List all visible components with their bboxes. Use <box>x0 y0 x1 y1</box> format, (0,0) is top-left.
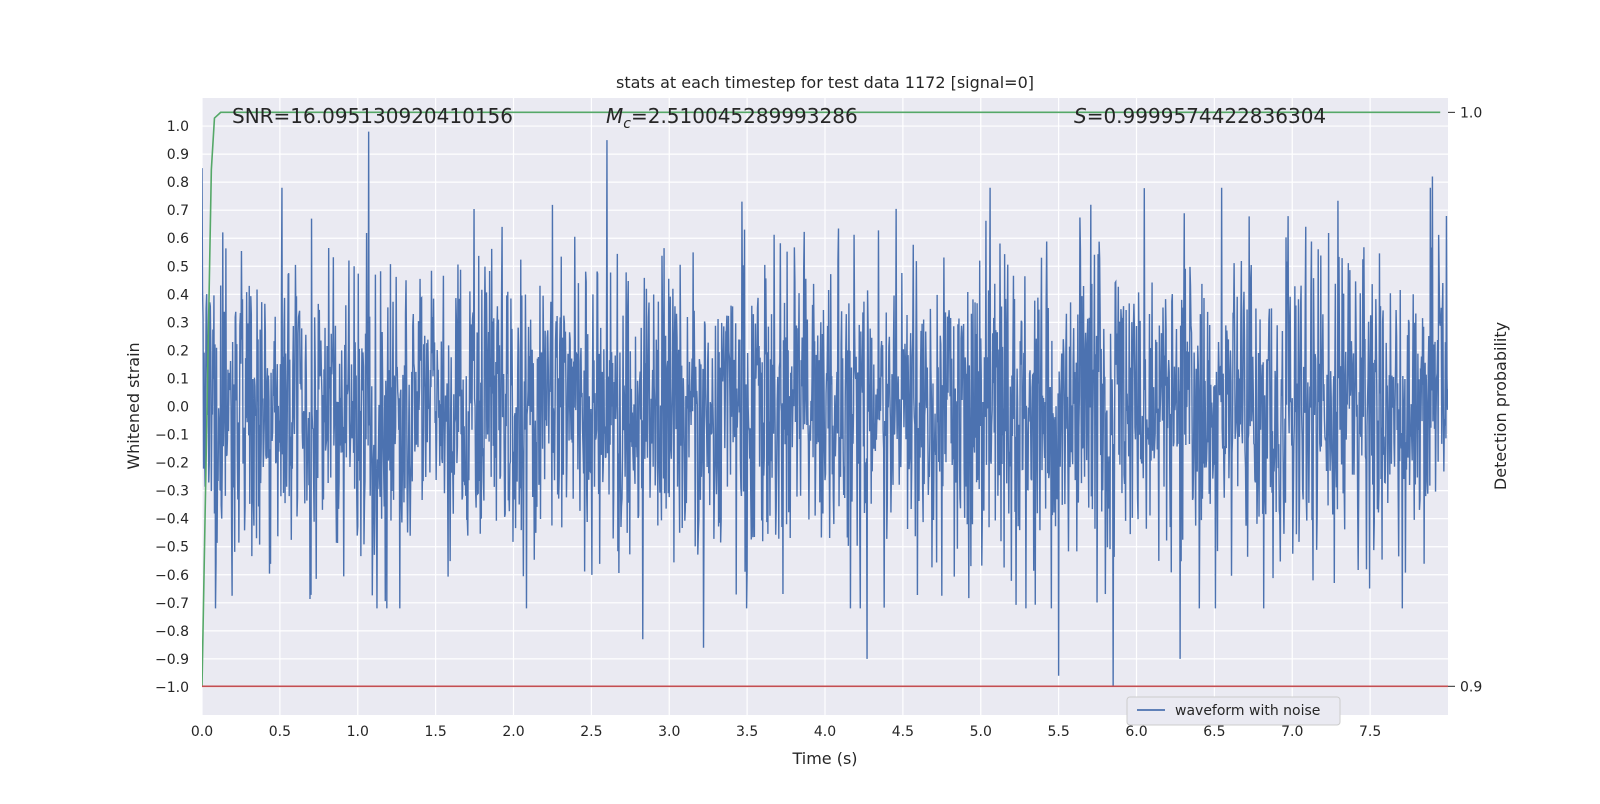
y-tick-label: −0.9 <box>155 652 189 668</box>
series-waveform-with-noise <box>202 131 1448 687</box>
legend-label-waveform: waveform with noise <box>1175 703 1320 719</box>
y-tick-label: −1.0 <box>155 680 189 696</box>
y-axis-label: Whitened strain <box>124 342 143 469</box>
chart-title: stats at each timestep for test data 117… <box>616 73 1034 92</box>
y-tick-label: 0.2 <box>167 343 189 359</box>
chirp-mass-value: =2.510045289993286 <box>631 104 858 128</box>
x-ticks: 0.0 0.5 1.0 1.5 2.0 2.5 3.0 3.5 4.0 4.5 5.0 5.5 6.0 6… <box>191 724 1381 740</box>
y-tick-label: 0.1 <box>167 371 189 387</box>
x-tick-label: 1.5 <box>424 724 446 740</box>
x-tick-label: 6.5 <box>1203 724 1225 740</box>
x-tick-label: 2.0 <box>502 724 524 740</box>
y-tick-label: 0.9 <box>167 147 189 163</box>
x-tick-label: 7.5 <box>1359 724 1381 740</box>
x-tick-label: 3.0 <box>658 724 680 740</box>
series-layer <box>202 111 1448 688</box>
y-tick-label: −0.6 <box>155 568 189 584</box>
x-tick-label: 4.0 <box>814 724 836 740</box>
y-tick-label: 0.7 <box>167 203 189 219</box>
series-detection-probability <box>202 111 1441 687</box>
y-tick-label: −0.2 <box>155 456 189 472</box>
y-tick-label: 0.0 <box>167 400 189 416</box>
snr-annotation: SNR=16.095130920410156 <box>232 104 513 128</box>
y-tick-label: 0.4 <box>167 287 189 303</box>
x-axis-label: Time (s) <box>791 749 857 768</box>
y-tick-label: 0.5 <box>167 259 189 275</box>
x-tick-label: 5.5 <box>1047 724 1069 740</box>
x-tick-label: 6.0 <box>1125 724 1147 740</box>
score-annotation: S=0.9999574422836304 <box>1074 104 1326 128</box>
y-ticks: 1.0 0.9 0.8 0.7 0.6 0.5 0.4 0.3 0.2 0.1 0.0 −0.1 −0.… <box>155 119 189 696</box>
legend-box <box>1126 696 1341 726</box>
y-tick-label: −0.7 <box>155 596 189 612</box>
y-tick-label: −0.3 <box>155 484 189 500</box>
x-tick-label: 2.5 <box>580 724 602 740</box>
y-tick-label: −0.1 <box>155 428 189 444</box>
x-tick-label: 7.0 <box>1281 724 1303 740</box>
y-tick-label: −0.8 <box>155 624 189 640</box>
x-tick-label: 5.0 <box>970 724 992 740</box>
x-tick-label: 0.5 <box>269 724 291 740</box>
x-tick-label: 0.0 <box>191 724 213 740</box>
y-tick-label: 0.6 <box>167 231 189 247</box>
legend: waveform with noise <box>1126 696 1341 726</box>
right-y-axis-label: Detection probability <box>1491 322 1510 490</box>
y-tick-label: 0.8 <box>167 175 189 191</box>
right-y-ticks: 1.0 0.9 <box>1448 105 1482 695</box>
y-tick-label: −0.5 <box>155 540 189 556</box>
score-value: =0.9999574422836304 <box>1087 104 1326 128</box>
chirp-mass-subscript: c <box>623 116 631 132</box>
chirp-mass-annotation: Mc=2.510045289993286 <box>606 104 858 132</box>
y-tick-label: −0.4 <box>155 512 189 528</box>
right-y-tick-label: 1.0 <box>1460 105 1482 121</box>
score-symbol: S <box>1074 104 1087 128</box>
x-tick-label: 3.5 <box>736 724 758 740</box>
x-tick-label: 4.5 <box>892 724 914 740</box>
x-tick-label: 1.0 <box>347 724 369 740</box>
y-tick-label: 0.3 <box>167 315 189 331</box>
chirp-mass-symbol: M <box>606 104 623 128</box>
right-y-tick-label: 0.9 <box>1460 679 1482 695</box>
y-tick-label: 1.0 <box>167 119 189 135</box>
